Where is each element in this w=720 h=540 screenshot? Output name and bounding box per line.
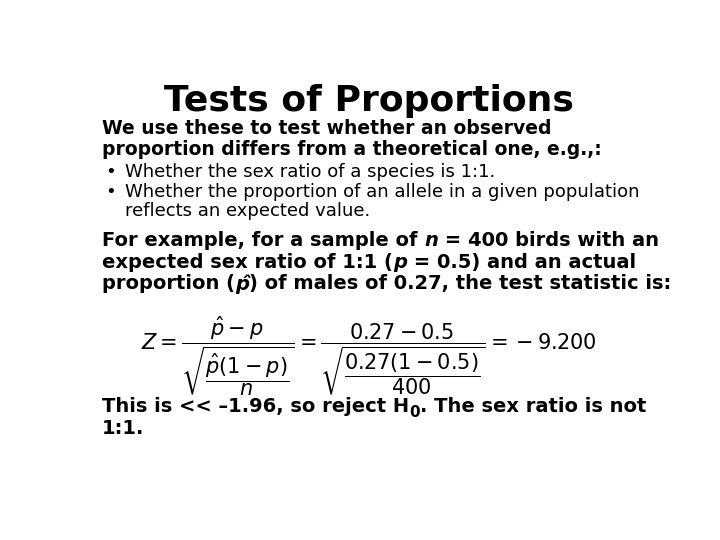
Text: We use these to test whether an observed: We use these to test whether an observed	[102, 119, 552, 138]
Text: p: p	[393, 253, 407, 272]
Text: = 0.5) and an actual: = 0.5) and an actual	[407, 253, 636, 272]
Text: For example, for a sample of: For example, for a sample of	[102, 231, 425, 250]
Text: $Z = \dfrac{\hat{p}-p}{\sqrt{\dfrac{\hat{p}(1-p)}{n}}} = \dfrac{0.27-0.5}{\sqrt{: $Z = \dfrac{\hat{p}-p}{\sqrt{\dfrac{\hat…	[141, 314, 597, 398]
Text: 1:1.: 1:1.	[102, 419, 145, 438]
Text: expected sex ratio of 1:1 (: expected sex ratio of 1:1 (	[102, 253, 393, 272]
Text: •: •	[106, 183, 117, 201]
Text: reflects an expected value.: reflects an expected value.	[125, 202, 370, 220]
Text: p̂: p̂	[235, 274, 249, 294]
Text: Whether the sex ratio of a species is 1:1.: Whether the sex ratio of a species is 1:…	[125, 163, 495, 180]
Text: ) of males of 0.27, the test statistic is:: ) of males of 0.27, the test statistic i…	[249, 274, 672, 293]
Text: . The sex ratio is not: . The sex ratio is not	[420, 397, 647, 416]
Text: 0: 0	[410, 405, 420, 420]
Text: Tests of Proportions: Tests of Proportions	[164, 84, 574, 118]
Text: n: n	[425, 231, 438, 250]
Text: •: •	[106, 163, 117, 180]
Text: This is << –1.96, so reject H: This is << –1.96, so reject H	[102, 397, 410, 416]
Text: proportion (: proportion (	[102, 274, 235, 293]
Text: Whether the proportion of an allele in a given population: Whether the proportion of an allele in a…	[125, 183, 639, 201]
Text: proportion differs from a theoretical one, e.g.,:: proportion differs from a theoretical on…	[102, 140, 602, 159]
Text: = 400 birds with an: = 400 birds with an	[438, 231, 660, 250]
